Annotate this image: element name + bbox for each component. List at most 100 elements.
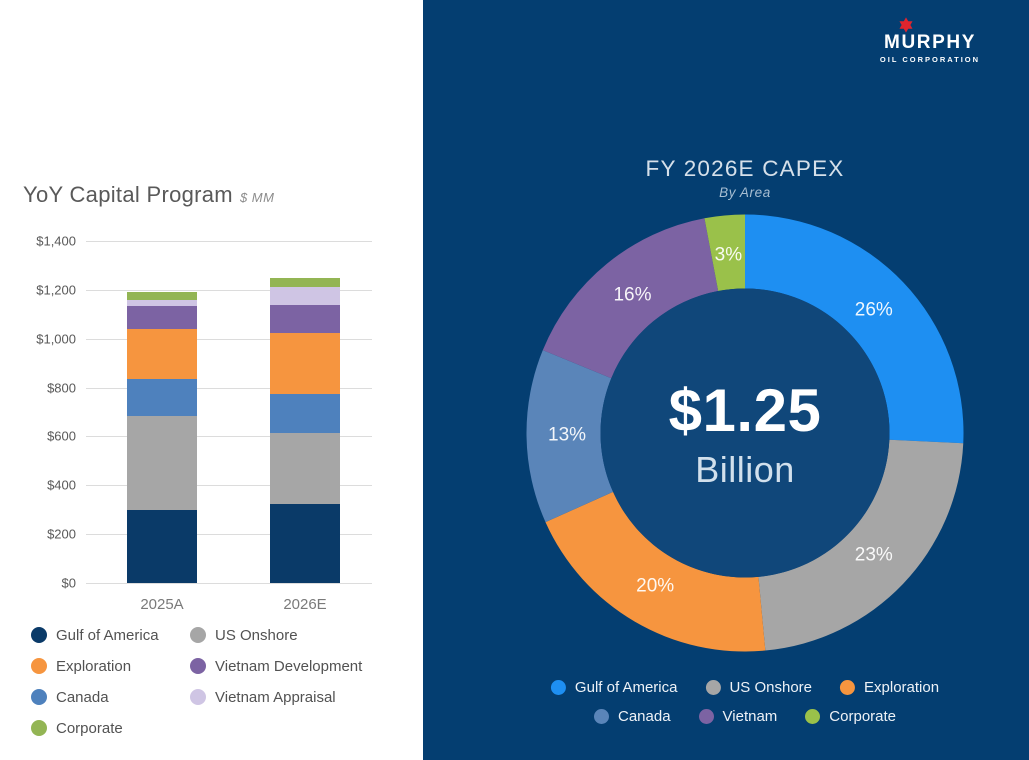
legend-dot-gulf-of-america (550, 679, 566, 695)
legend-label: Gulf of America (574, 678, 678, 696)
donut-pct-label-exploration: 20% (636, 575, 675, 597)
legend-label: Corporate (56, 719, 123, 737)
donut-legend-row-2: Canada Vietnam Corporate (593, 706, 896, 726)
capex-total-unit: Billion (695, 448, 795, 490)
y-axis-tick: $1,000 (36, 331, 76, 347)
legend-label: Vietnam Development (215, 657, 363, 675)
donut-center-text: $1.25 Billion (595, 376, 895, 491)
legend-dot-corporate (31, 720, 47, 736)
gridline (86, 338, 372, 340)
gridline (86, 387, 372, 389)
bar-segment-2025a-corporate (127, 292, 197, 300)
bar-segment-2025a-gulf-of-america (127, 509, 197, 583)
bar-chart-legend: Gulf of America US Onshore Exploration Viet… (31, 625, 362, 738)
legend-item-corporate: Corporate (805, 706, 896, 726)
legend-dot-vietnam-development (190, 658, 206, 674)
legend-dot-exploration (840, 679, 856, 695)
bar-segment-2026e-vietnam-development (270, 304, 340, 333)
legend-label: Vietnam Appraisal (215, 688, 336, 706)
donut-segment-corporate (704, 214, 745, 292)
logo-name: MURPHY (884, 32, 976, 53)
bar-segment-2026e-us-onshore (270, 432, 340, 504)
donut-pct-label-canada: 13% (548, 424, 587, 446)
legend-label: Canada (617, 707, 671, 725)
x-axis-label-2025a: 2025A (140, 596, 184, 613)
capex-panel: MURPHY OIL CORPORATION FY 2026E CAPEX By… (423, 0, 1029, 760)
bar-segment-2025a-vietnam-development (127, 305, 197, 329)
legend-item-gulf-of-america: Gulf of America (31, 625, 190, 645)
bar-plot-area: 2025A 2026E (86, 241, 372, 613)
donut-chart-title: FY 2026E CAPEX (645, 156, 845, 181)
gridline (86, 485, 372, 487)
legend-dot-vietnam (698, 708, 714, 724)
donut-segment-us-onshore (758, 439, 964, 651)
bar-segment-2026e-vietnam-appraisal (270, 287, 340, 305)
y-axis-tick: $1,400 (36, 233, 76, 249)
legend-item-exploration: Exploration (840, 677, 939, 697)
bar-chart-title-text: YoY Capital Program (23, 182, 233, 207)
legend-item-vietnam: Vietnam (698, 706, 777, 726)
bar-segment-2025a-canada (127, 379, 197, 416)
donut-segment-exploration (545, 491, 766, 652)
donut-ring (526, 214, 964, 652)
donut-pct-label-vietnam: 16% (613, 284, 652, 306)
legend-item-canada: Canada (593, 706, 671, 726)
legend-item-gulf-of-america: Gulf of America (550, 677, 678, 697)
gridline (86, 436, 372, 438)
capital-program-panel: YoY Capital Program $ MM $1,400 $1,200 $1,0… (0, 0, 423, 760)
y-axis-tick: $1,200 (36, 282, 76, 298)
x-axis-label-2026e: 2026E (283, 596, 327, 613)
gridline (86, 534, 372, 536)
donut-pct-label-us-onshore: 23% (854, 544, 893, 566)
bar-segment-2026e-corporate (270, 277, 340, 288)
bar-segment-2025a-vietnam-appraisal (127, 299, 197, 306)
bar-segment-2026e-canada (270, 393, 340, 433)
y-axis-tick: $600 (47, 428, 76, 444)
legend-item-exploration: Exploration (31, 656, 190, 676)
legend-dot-us-onshore (190, 627, 206, 643)
legend-label: US Onshore (729, 678, 813, 696)
capex-total-value: $1.25 (668, 376, 822, 444)
legend-item-vietnam-appraisal: Vietnam Appraisal (190, 687, 362, 707)
legend-item-canada: Canada (31, 687, 190, 707)
legend-dot-corporate (805, 708, 821, 724)
y-axis-tick: $800 (47, 380, 76, 396)
donut-segment-gulf-of-america (745, 214, 964, 444)
donut-segment-vietnam (542, 218, 719, 379)
star-icon (899, 17, 913, 33)
bar-y-axis: $1,400 $1,200 $1,000 $800 $600 $400 $200 $0 (18, 234, 76, 591)
donut-pct-label-gulf-of-america: 26% (854, 299, 893, 321)
legend-item-vietnam-development: Vietnam Development (190, 656, 362, 676)
bar-chart-title: YoY Capital Program $ MM (23, 182, 274, 208)
legend-label: Exploration (864, 678, 940, 696)
legend-label: Gulf of America (56, 626, 159, 644)
legend-label: US Onshore (215, 626, 298, 644)
legend-item-corporate: Corporate (31, 718, 190, 738)
bar-segment-2026e-gulf-of-america (270, 503, 340, 583)
y-axis-tick: $200 (47, 526, 76, 542)
donut-legend-row-1: Gulf of America US Onshore Exploration (550, 677, 939, 697)
bar-chart-units: $ MM (239, 190, 275, 205)
gridline (86, 241, 372, 242)
legend-dot-vietnam-appraisal (190, 689, 206, 705)
gridline (86, 583, 372, 584)
murphy-logo: MURPHY OIL CORPORATION (878, 17, 982, 64)
legend-label: Exploration (56, 657, 132, 675)
capex-donut-chart: $1.25 Billion 26% 23% 20% 13% 16% 3% (526, 214, 964, 652)
legend-dot-exploration (31, 658, 47, 674)
legend-item-us-onshore: US Onshore (705, 677, 812, 697)
y-axis-tick: $0 (61, 575, 76, 591)
donut-pct-label-corporate: 3% (714, 244, 743, 266)
legend-dot-gulf-of-america (31, 627, 47, 643)
legend-dot-canada (31, 689, 47, 705)
donut-chart-subtitle: By Area (719, 185, 771, 200)
legend-label: Corporate (829, 707, 897, 725)
gridline (86, 289, 372, 291)
legend-dot-canada (593, 708, 609, 724)
donut-segment-canada (526, 350, 614, 523)
legend-item-us-onshore: US Onshore (190, 625, 362, 645)
legend-label: Canada (56, 688, 109, 706)
bar-segment-2026e-exploration (270, 332, 340, 394)
logo-subtitle: OIL CORPORATION (879, 54, 981, 64)
bar-segment-2025a-exploration (127, 328, 197, 380)
